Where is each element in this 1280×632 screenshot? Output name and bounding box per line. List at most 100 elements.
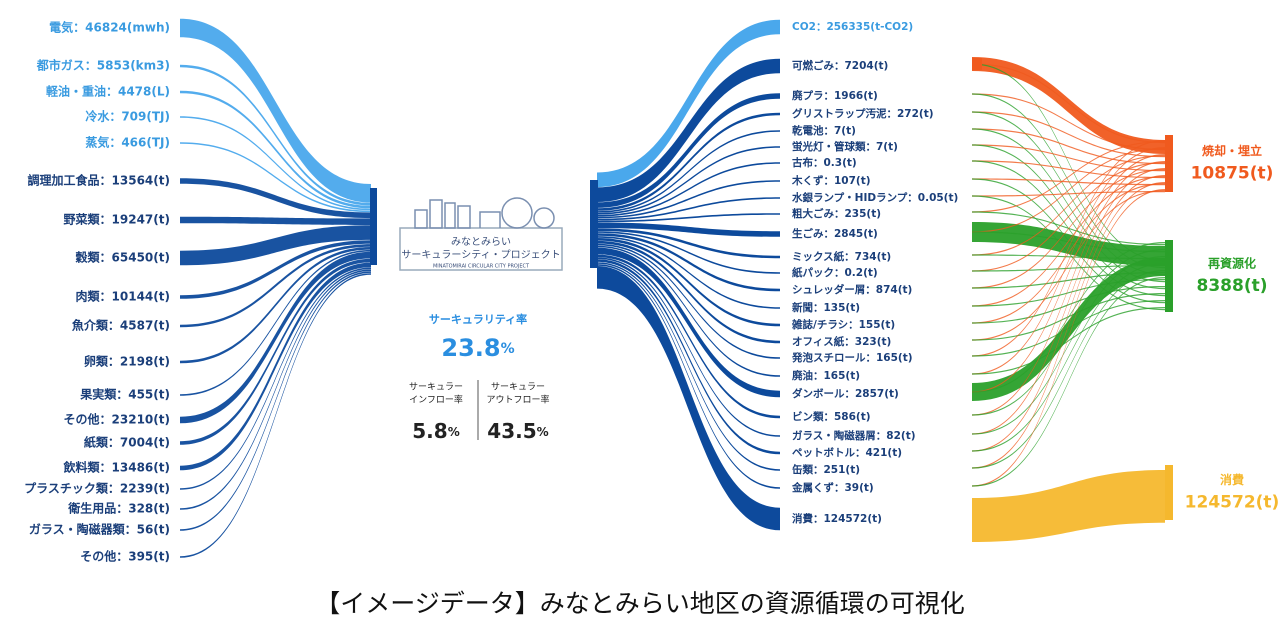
flow xyxy=(972,168,1165,435)
flow xyxy=(972,175,1165,452)
flow xyxy=(597,58,780,203)
source-label: 果実類：455(t) xyxy=(79,387,170,402)
logo xyxy=(399,197,563,271)
outflow-value: 43.5 xyxy=(487,419,536,443)
flow xyxy=(972,57,1165,154)
flow xyxy=(597,243,780,359)
item-label: 廃油：165(t) xyxy=(792,369,860,382)
source-label: 野菜類：19247(t) xyxy=(64,212,170,227)
flow xyxy=(180,225,371,266)
flow xyxy=(972,182,1165,469)
item-label: 雑誌/チラシ：155(t) xyxy=(791,318,895,331)
source-label: その他：23210(t) xyxy=(64,412,170,427)
source-label: 蒸気：466(TJ) xyxy=(85,135,170,150)
source-label: ガラス・陶磁器類：56(t) xyxy=(29,522,170,537)
item-label: 紙パック：0.2(t) xyxy=(792,266,878,279)
flow xyxy=(597,180,780,219)
flow xyxy=(180,90,371,209)
destination-label: 消費 xyxy=(1220,472,1244,487)
source-label: 卵類：2198(t) xyxy=(84,354,170,369)
flow xyxy=(972,160,1165,179)
destination-value: 8388(t) xyxy=(1197,276,1268,296)
flow xyxy=(180,269,371,510)
flow xyxy=(972,277,1165,487)
flow xyxy=(972,93,1165,269)
flow xyxy=(180,267,371,490)
flow xyxy=(972,63,1165,144)
flow xyxy=(597,264,780,489)
item-label: 木くず：107(t) xyxy=(791,174,871,187)
item-label: 新聞：135(t) xyxy=(792,301,860,314)
flow xyxy=(180,64,371,206)
outflow-label: アウトフロー率 xyxy=(486,394,549,406)
flow xyxy=(597,259,780,455)
flow xyxy=(972,279,1165,307)
flow xyxy=(972,183,1165,324)
rate-value: 23.8 xyxy=(441,334,500,362)
item-label: ダンボール：2857(t) xyxy=(792,387,899,400)
source-label: 都市ガス：5853(km3) xyxy=(36,58,170,73)
source-label: 軽油・重油：4478(L) xyxy=(46,84,170,99)
source-label: 衛生用品：328(t) xyxy=(67,501,170,516)
flow xyxy=(597,245,780,377)
item-label: 金属くず：39(t) xyxy=(791,481,874,494)
flow xyxy=(597,238,780,327)
logo-title: みなとみらい xyxy=(451,236,511,248)
item-label: ミックス紙：734(t) xyxy=(792,250,891,263)
flow xyxy=(972,263,1165,452)
flow xyxy=(597,19,780,188)
source-label: 飲料類：13486(t) xyxy=(63,460,170,475)
flow xyxy=(180,240,371,299)
flow xyxy=(972,140,1165,357)
flow xyxy=(972,272,1165,289)
item-label: 古布：0.3(t) xyxy=(792,156,857,169)
flow xyxy=(180,247,371,364)
flows xyxy=(180,18,1165,558)
flow xyxy=(597,146,780,215)
item-label: オフィス紙：323(t) xyxy=(792,335,891,348)
source-label: 紙類：7004(t) xyxy=(84,435,170,450)
flow xyxy=(180,271,371,531)
flow xyxy=(972,242,1165,393)
inflow-label: インフロー率 xyxy=(409,394,463,406)
flow xyxy=(597,231,780,274)
flow xyxy=(180,216,371,225)
flow xyxy=(972,258,1165,401)
flow xyxy=(972,93,1165,151)
flow xyxy=(597,162,780,217)
flow xyxy=(972,190,1165,341)
item-label: 蛍光灯・管球類：7(t) xyxy=(792,140,898,153)
inflow: 5.8% xyxy=(412,419,459,443)
source-label: プラスチック類：2239(t) xyxy=(24,481,170,496)
rate: 23.8% xyxy=(441,334,514,362)
destination-label: 再資源化 xyxy=(1208,256,1256,271)
flow xyxy=(180,18,371,203)
right-bar xyxy=(590,180,598,268)
item-label: シュレッダー屑：874(t) xyxy=(792,283,912,296)
flow xyxy=(180,116,371,211)
flow xyxy=(597,112,780,211)
flow xyxy=(180,273,371,558)
item-label: CO2：256335(t-CO2) xyxy=(792,21,913,33)
flow xyxy=(972,154,1165,393)
item-label: 消費：124572(t) xyxy=(792,512,882,525)
source-label: 冷水：709(TJ) xyxy=(85,109,170,124)
flow xyxy=(180,178,371,219)
destination-bar xyxy=(1165,135,1173,192)
flow xyxy=(597,228,780,259)
flow xyxy=(972,176,1165,307)
flow xyxy=(972,169,1165,289)
flow xyxy=(972,222,1165,266)
source-label: 肉類：10144(t) xyxy=(76,289,170,304)
logo-subtitle: サーキュラーシティ・プロジェクト xyxy=(401,249,560,261)
item-label: 粗大ごみ：235(t) xyxy=(792,207,881,220)
destination-value: 10875(t) xyxy=(1191,164,1274,184)
flow xyxy=(597,257,780,437)
rate-unit: % xyxy=(501,341,515,357)
flow xyxy=(180,244,371,328)
destination-bar xyxy=(1165,465,1173,520)
item-label: グリストラップ汚泥：272(t) xyxy=(792,107,934,120)
rate-label: サーキュラリティ率 xyxy=(429,312,527,326)
outflow-unit: % xyxy=(537,425,549,439)
